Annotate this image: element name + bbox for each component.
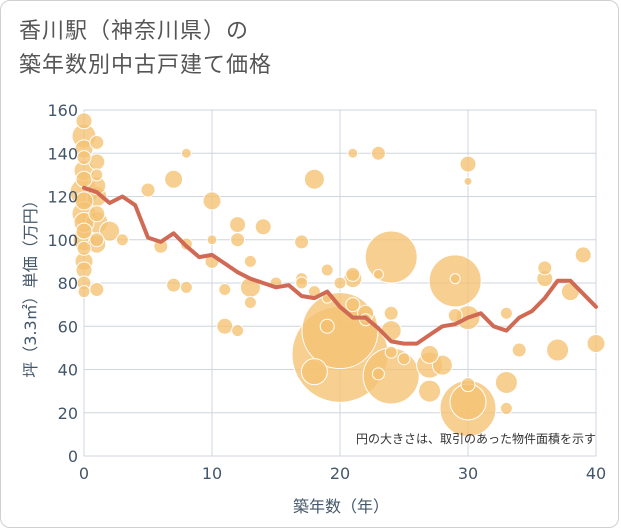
y-tick-label: 80 xyxy=(58,274,78,293)
y-axis-label: 坪（3.3㎡）単価（万円） xyxy=(21,192,40,377)
data-bubble xyxy=(243,254,257,268)
y-tick-label: 100 xyxy=(47,231,78,250)
data-bubble xyxy=(216,317,234,335)
data-bubble xyxy=(347,147,359,159)
data-bubble xyxy=(494,370,518,394)
data-bubble xyxy=(99,220,121,242)
data-bubble xyxy=(303,168,325,190)
data-bubble xyxy=(202,191,222,211)
data-bubble xyxy=(218,282,232,296)
data-bubble xyxy=(88,205,106,223)
y-axis-ticks: 0 20 40 60 80 100 120 140 160 xyxy=(47,101,78,466)
data-bubble xyxy=(74,191,94,211)
data-bubble xyxy=(418,379,442,403)
data-bubble xyxy=(420,344,440,364)
data-bubble xyxy=(89,134,105,150)
y-tick-label: 60 xyxy=(58,317,78,336)
data-bubble xyxy=(89,281,105,297)
data-bubble xyxy=(499,306,513,320)
data-bubble xyxy=(460,377,476,393)
data-bubble xyxy=(90,168,104,182)
data-bubble xyxy=(397,352,411,366)
average-line-series xyxy=(82,185,598,346)
bubble-series xyxy=(69,112,606,437)
chart-title-line-2: 築年数別中古戸建て価格 xyxy=(19,53,273,78)
x-tick-label: 20 xyxy=(330,464,350,483)
data-bubble xyxy=(463,176,473,186)
average-price-line xyxy=(82,185,598,346)
x-axis-ticks: 0 10 20 30 40 xyxy=(79,464,606,483)
data-bubble xyxy=(383,305,399,321)
data-bubble xyxy=(546,338,570,362)
data-bubble xyxy=(449,273,461,285)
data-bubble xyxy=(300,358,328,386)
y-tick-label: 120 xyxy=(47,188,78,207)
chart-title-line-1: 香川駅（神奈川県）の xyxy=(19,19,250,44)
data-bubble xyxy=(164,169,184,189)
data-bubble xyxy=(431,354,453,376)
data-bubble xyxy=(320,263,334,277)
data-bubble xyxy=(231,324,245,338)
x-tick-label: 0 xyxy=(79,464,89,483)
data-bubble xyxy=(345,297,361,313)
grid-lines xyxy=(83,109,597,457)
data-bubble xyxy=(294,234,310,250)
data-bubble xyxy=(75,170,93,188)
data-bubble xyxy=(179,280,193,294)
data-bubble xyxy=(75,222,93,240)
data-bubble xyxy=(372,268,384,280)
data-bubble xyxy=(115,233,129,247)
data-bubble xyxy=(243,295,257,309)
data-bubble xyxy=(166,277,182,293)
data-bubble xyxy=(499,401,513,415)
x-tick-label: 40 xyxy=(586,464,606,483)
data-bubble xyxy=(345,266,361,282)
y-tick-label: 160 xyxy=(47,101,78,120)
data-bubble xyxy=(537,260,553,276)
data-bubble xyxy=(370,145,386,161)
data-bubble xyxy=(574,246,592,264)
data-bubble xyxy=(230,232,246,248)
y-tick-label: 40 xyxy=(58,361,78,380)
data-bubble xyxy=(295,276,309,290)
data-bubble xyxy=(76,240,92,256)
data-bubble xyxy=(371,367,385,381)
data-bubble xyxy=(333,276,347,290)
y-tick-label: 20 xyxy=(58,404,78,423)
size-legend-note: 円の大きさは、取引のあった物件面積を示す xyxy=(356,431,596,446)
y-tick-label: 140 xyxy=(47,144,78,163)
data-bubble xyxy=(206,234,218,246)
chart-title: 香川駅（神奈川県）の 築年数別中古戸建て価格 xyxy=(19,15,272,83)
x-axis-label: 築年数（年） xyxy=(293,497,389,516)
x-tick-label: 10 xyxy=(202,464,222,483)
data-bubble xyxy=(75,112,93,130)
data-bubble xyxy=(89,232,105,248)
data-bubble xyxy=(77,285,91,299)
data-bubble xyxy=(319,318,335,334)
data-bubble xyxy=(384,345,398,359)
data-bubble xyxy=(254,218,272,236)
data-bubble xyxy=(180,147,192,159)
data-bubble xyxy=(511,342,527,358)
data-bubble xyxy=(586,334,606,354)
data-bubble xyxy=(229,216,247,234)
data-bubble xyxy=(459,155,477,173)
x-tick-label: 30 xyxy=(458,464,478,483)
data-bubble xyxy=(76,150,92,166)
y-tick-label: 0 xyxy=(68,447,78,466)
data-bubble xyxy=(140,182,156,198)
data-bubble xyxy=(380,320,402,342)
